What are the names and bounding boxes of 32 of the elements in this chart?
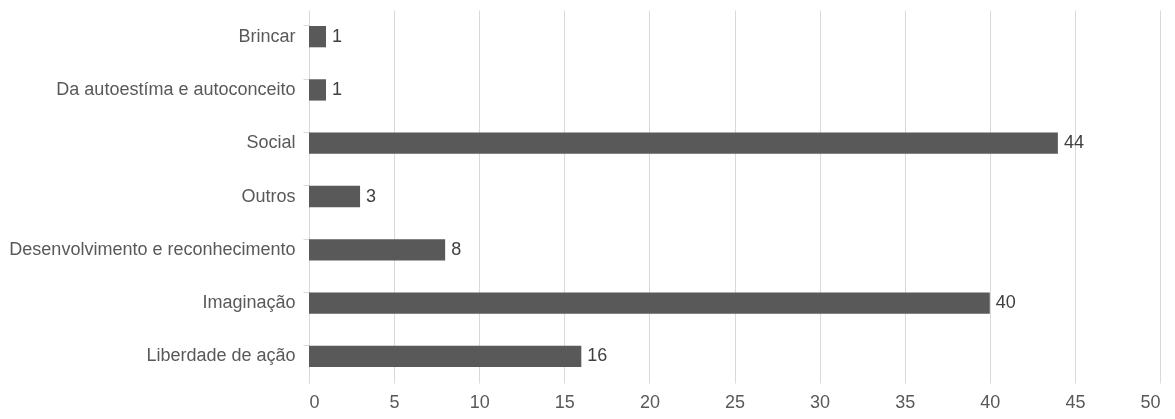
data-label: 1 (332, 78, 343, 99)
bar (309, 239, 446, 261)
data-label: 8 (451, 238, 462, 259)
x-tick-label: 15 (554, 391, 575, 412)
data-label: 40 (995, 292, 1016, 313)
y-tick-label: Outros (241, 185, 296, 206)
data-label: 16 (587, 345, 608, 366)
bar (309, 25, 327, 48)
x-tick-label: 5 (389, 391, 400, 412)
bar (309, 79, 327, 101)
x-tick-label: 10 (469, 391, 490, 412)
x-tick-label: 20 (639, 391, 660, 412)
y-tick-label: Desenvolvimento e reconhecimento (9, 238, 296, 259)
y-tick-label: Social (246, 132, 296, 153)
y-tick-label: Liberdade de ação (146, 345, 296, 366)
x-tick-label: 40 (980, 391, 1001, 412)
x-tick-label: 45 (1065, 391, 1086, 412)
y-tick-label: Brincar (238, 25, 296, 46)
bar (309, 345, 582, 368)
x-tick-label: 25 (724, 391, 746, 412)
data-label: 1 (332, 25, 343, 46)
bar (309, 185, 361, 208)
x-tick-label: 50 (1140, 391, 1161, 412)
y-tick-label: Da autoestíma e autoconceito (56, 78, 296, 99)
data-label: 44 (1063, 132, 1084, 153)
y-tick-label: Imaginação (202, 292, 296, 313)
x-tick-label: 30 (810, 391, 831, 412)
x-tick-label: 35 (895, 391, 916, 412)
data-label: 3 (366, 185, 377, 206)
bar (309, 292, 990, 314)
x-tick-label: 0 (309, 391, 320, 412)
bar (309, 132, 1058, 154)
